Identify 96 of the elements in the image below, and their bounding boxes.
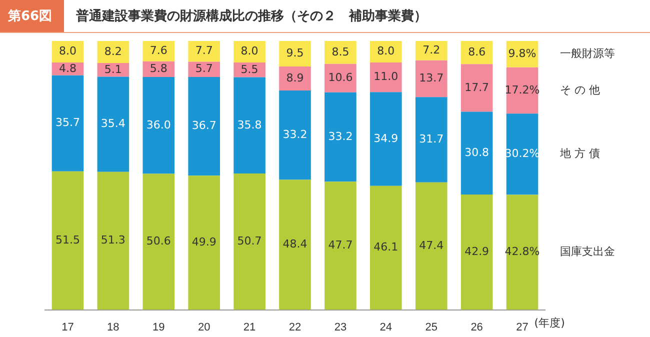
bar	[279, 180, 311, 310]
data-label: 7.2	[422, 44, 440, 57]
series-label: 国庫支出金	[560, 245, 616, 258]
data-label: 7.7	[195, 44, 213, 58]
bar	[279, 41, 311, 67]
bar	[324, 41, 356, 64]
x-tick-label: 26	[470, 321, 483, 334]
data-label: 36.7	[192, 119, 216, 132]
bar	[142, 77, 175, 174]
bar	[415, 182, 448, 310]
data-label: 51.5	[55, 233, 80, 246]
series-label: 地 方 債	[559, 147, 600, 160]
bar	[188, 176, 220, 310]
data-label: 33.2	[328, 130, 353, 143]
bar	[234, 41, 266, 63]
data-label: 8.5	[332, 45, 350, 58]
bar	[188, 77, 220, 176]
bar	[370, 92, 402, 186]
data-label: 49.9	[192, 236, 216, 249]
data-label: 50.7	[237, 234, 262, 248]
data-label: 4.8	[58, 62, 76, 75]
bar	[279, 66, 311, 90]
bar	[415, 97, 448, 182]
bar	[415, 41, 448, 60]
data-label: 50.6	[146, 234, 171, 248]
data-label: 35.4	[100, 117, 126, 130]
bar	[52, 171, 84, 310]
data-label: 8.0	[58, 44, 76, 58]
bar	[370, 62, 402, 92]
data-label: 46.1	[374, 240, 398, 254]
data-label: 8.6	[468, 45, 486, 58]
data-label: 7.6	[150, 44, 168, 58]
data-label: 36.0	[146, 118, 171, 132]
x-tick-label: 25	[425, 321, 438, 334]
data-label: 9.8%	[508, 47, 536, 60]
data-label: 42.9	[464, 245, 490, 258]
data-label: 11.0	[374, 70, 398, 84]
data-label: 47.4	[419, 238, 444, 252]
bar	[234, 62, 266, 78]
data-label: 17.7	[464, 80, 490, 94]
data-label: 34.9	[374, 132, 398, 145]
data-label: 35.8	[237, 118, 262, 132]
data-label: 31.7	[419, 132, 444, 146]
bar	[279, 90, 311, 180]
data-label: 35.7	[55, 116, 80, 130]
x-tick-label: 22	[288, 321, 302, 334]
bar	[324, 92, 356, 182]
text: 第66図	[0, 0, 64, 32]
x-tick-label: 19	[152, 321, 165, 334]
data-label: 5.5	[240, 62, 258, 76]
data-label: 8.2	[104, 44, 122, 58]
x-tick-label: 21	[243, 321, 256, 334]
bar	[188, 41, 220, 62]
x-tick-label: 24	[380, 321, 392, 334]
bar	[234, 174, 266, 310]
bar	[324, 64, 356, 92]
bar	[142, 174, 175, 310]
chart-title: 普通建設事業費の財源構成比の推移（その２ 補助事業費）	[76, 8, 428, 25]
data-label: 33.2	[282, 128, 308, 141]
x-tick-label: 18	[107, 321, 120, 334]
data-label: 5.7	[195, 62, 213, 76]
bar	[97, 63, 130, 77]
x-tick-label: 17	[62, 321, 74, 334]
data-label: 13.7	[419, 72, 444, 85]
series-label: そ の 他	[560, 83, 600, 96]
bar	[460, 112, 493, 194]
bar	[234, 77, 266, 174]
data-label: 8.0	[377, 44, 395, 58]
series-label: 一般財源等	[560, 47, 616, 60]
data-label: 30.8	[464, 146, 490, 159]
bar	[506, 194, 538, 310]
bar	[370, 186, 402, 310]
bar	[415, 60, 448, 98]
data-label: 5.1	[104, 62, 122, 76]
bar	[97, 41, 130, 64]
data-label: 8.9	[286, 71, 304, 84]
bar	[370, 41, 402, 63]
bar	[324, 182, 356, 310]
x-tick-label: 27	[516, 321, 528, 334]
data-label: 5.8	[150, 62, 168, 76]
x-tick-label: 20	[198, 321, 210, 334]
data-label: 9.5	[286, 46, 304, 60]
data-label: 51.3	[100, 234, 126, 247]
bar	[97, 172, 130, 310]
data-label: 47.7	[328, 238, 353, 252]
x-tick-label: 23	[334, 321, 347, 334]
data-label: 8.0	[240, 44, 258, 58]
bar	[460, 194, 493, 310]
x-axis-title: (年度)	[534, 316, 565, 330]
bar	[142, 41, 175, 62]
bar	[188, 62, 220, 78]
bar	[52, 75, 84, 172]
bar	[460, 64, 493, 112]
bar	[97, 76, 130, 172]
data-label: 10.6	[328, 70, 353, 84]
data-label: 48.4	[282, 238, 308, 251]
